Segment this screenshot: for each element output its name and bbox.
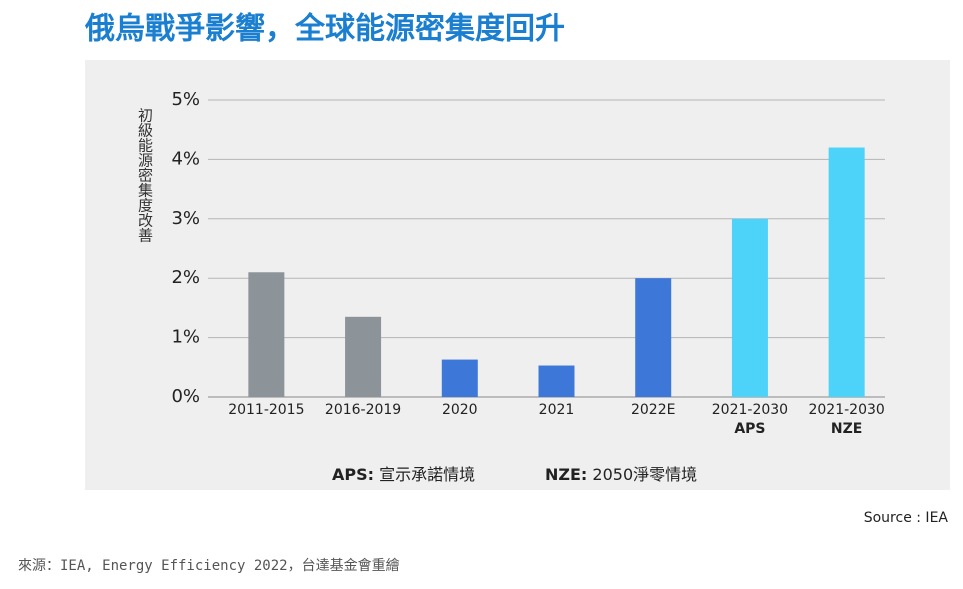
x-tick-label: 2022E: [631, 402, 675, 418]
x-tick-label: 2021: [539, 402, 575, 418]
source: Source : IEA: [864, 510, 949, 526]
bar: [538, 365, 575, 397]
note-text: 宣示承諾情境: [379, 465, 475, 484]
y-axis-label: 初級能源密集度改善: [136, 108, 154, 243]
y-tick-label: 0%: [171, 386, 200, 407]
x-tick-label: 2021-2030: [808, 402, 884, 418]
footer: 來源：IEA, Energy Efficiency 2022，台達基金會重繪: [18, 557, 400, 574]
x-tick-label: 2016-2019: [325, 402, 401, 418]
note: APS: 宣示承諾情境: [332, 465, 475, 484]
x-tick-label: 2020: [442, 402, 478, 418]
bar: [248, 272, 285, 397]
y-tick-label: 1%: [171, 327, 200, 348]
bar: [731, 218, 768, 397]
bar: [441, 359, 478, 397]
y-tick-label: 5%: [171, 89, 200, 110]
y-tick-label: 4%: [171, 148, 200, 169]
panel: [85, 60, 950, 490]
x-tick-label: 2011-2015: [228, 402, 304, 418]
note: NZE: 2050淨零情境: [545, 465, 697, 484]
note-key: NZE:: [545, 465, 587, 484]
x-tick-sublabel: APS: [734, 421, 765, 437]
chart-title: 俄烏戰爭影響，全球能源密集度回升: [84, 12, 565, 47]
bar: [828, 147, 865, 397]
y-tick-label: 3%: [171, 208, 200, 229]
x-tick-sublabel: NZE: [831, 421, 862, 437]
note-text: 2050淨零情境: [592, 465, 697, 484]
y-tick-label: 2%: [171, 267, 200, 288]
x-tick-label: 2021-2030: [712, 402, 788, 418]
bar: [345, 316, 382, 397]
bar: [635, 278, 672, 397]
note-key: APS:: [332, 465, 374, 484]
